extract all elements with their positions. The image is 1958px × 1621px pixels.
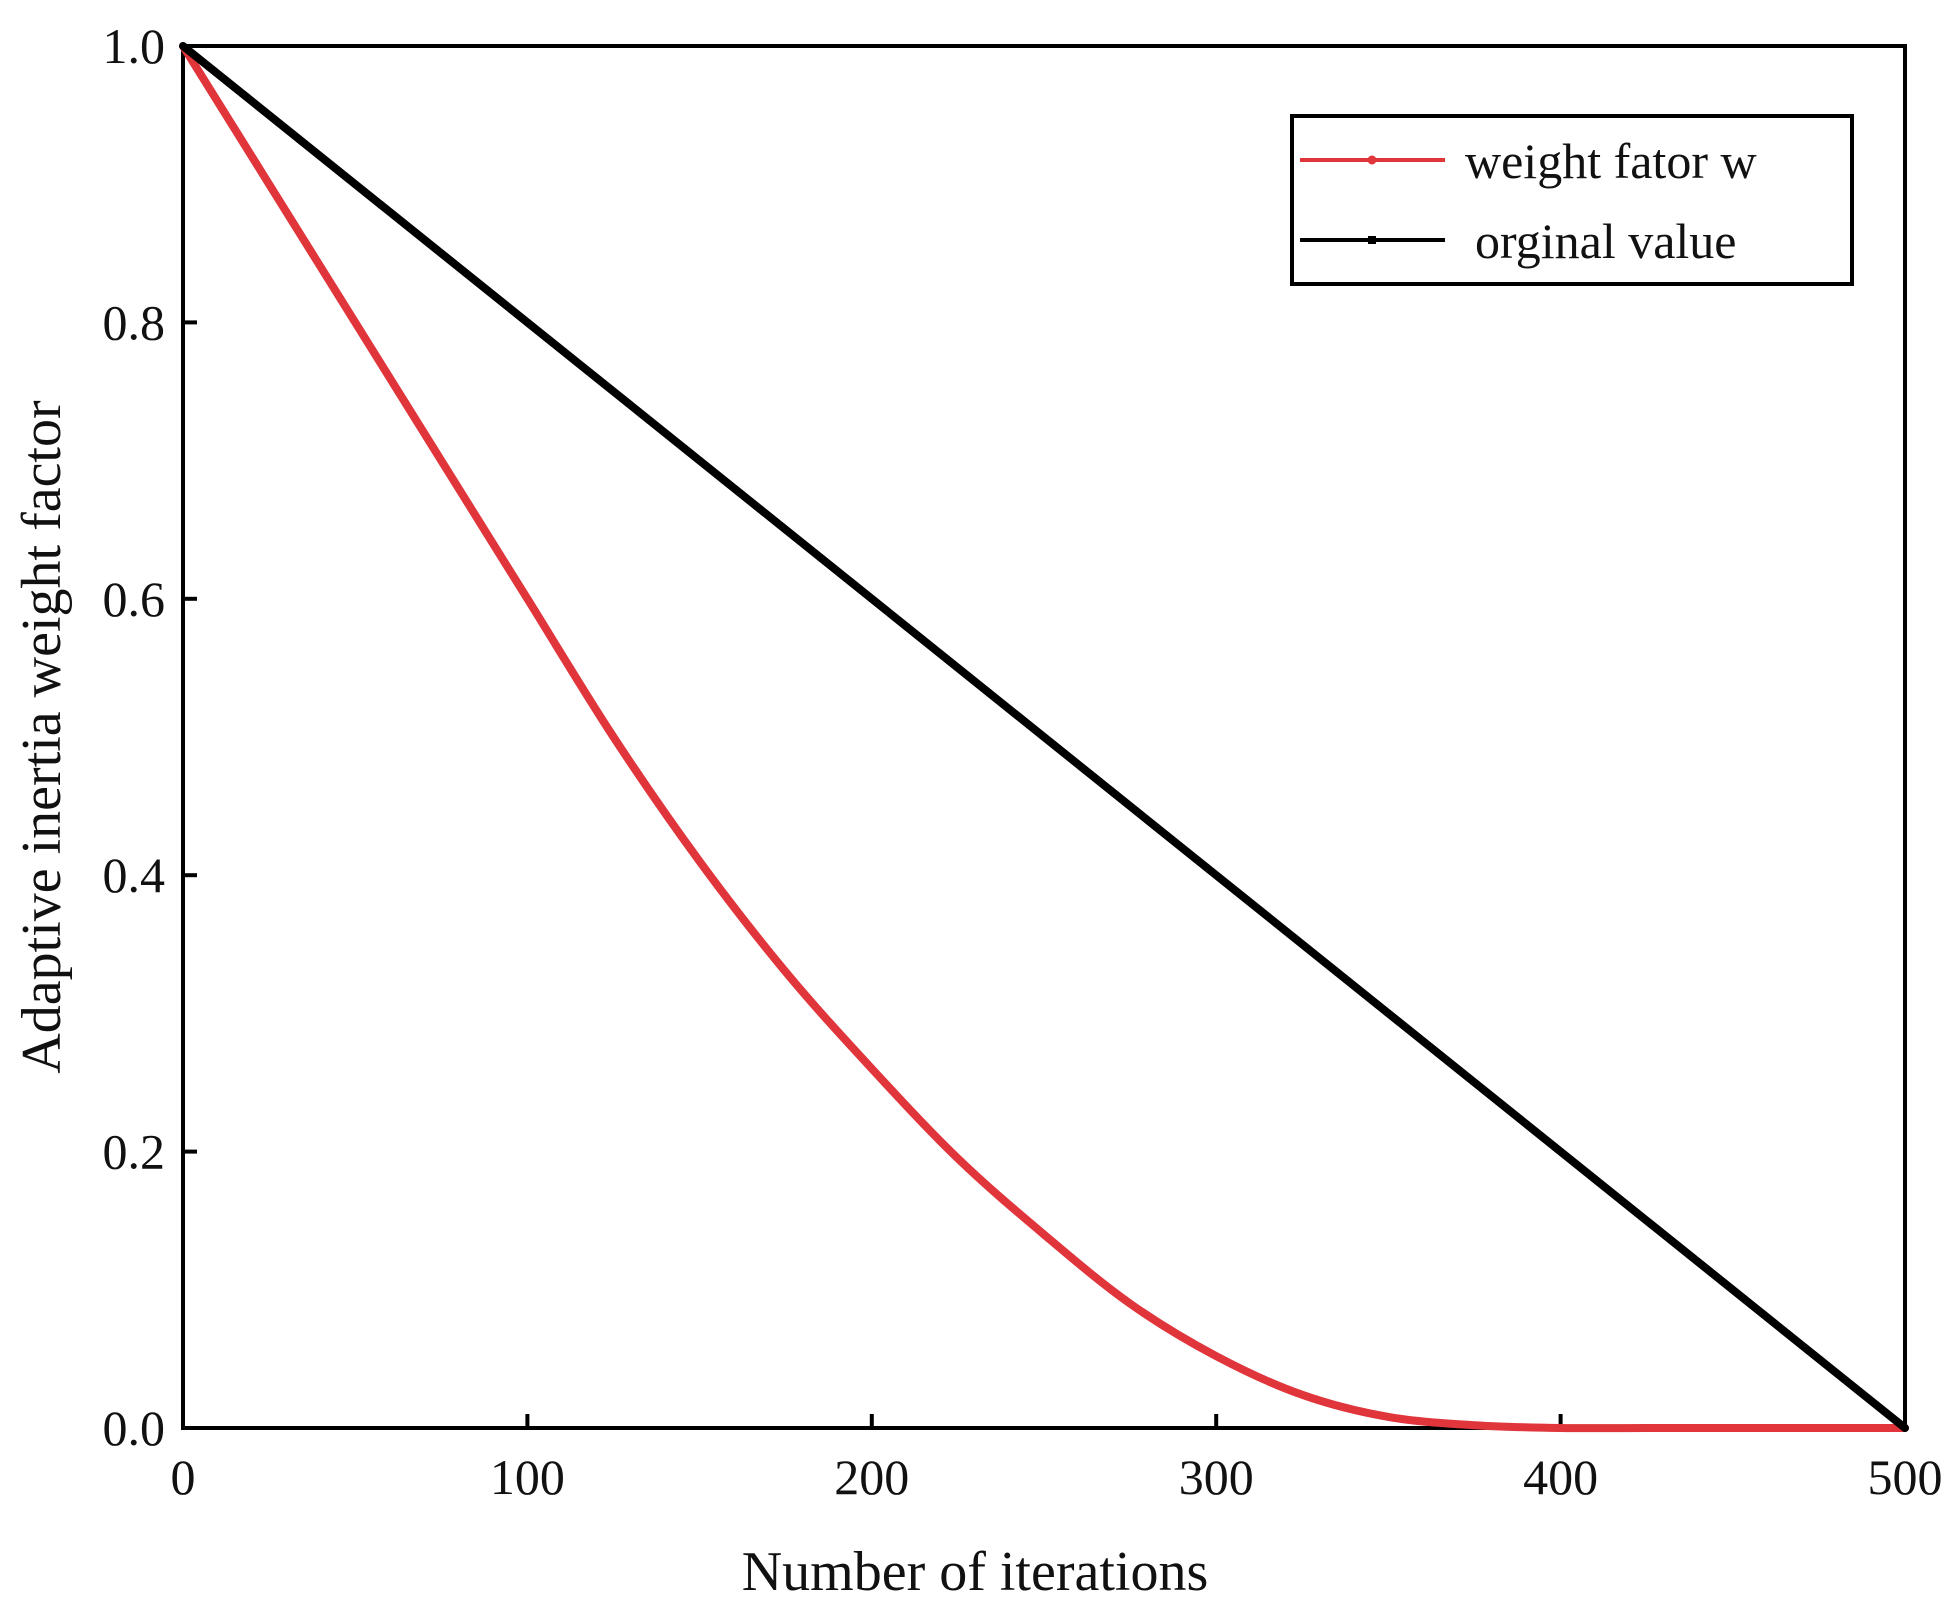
legend-label-weight-fator: weight fator w <box>1465 133 1757 189</box>
y-tick-label: 0.0 <box>103 1400 166 1456</box>
y-tick-label: 0.8 <box>103 294 166 350</box>
x-axis-ticks: 0 100 200 300 400 500 <box>171 1414 1943 1505</box>
x-tick-label: 500 <box>1868 1449 1943 1505</box>
y-axis-title: Adaptive inertia weight factor <box>11 400 73 1074</box>
series-line-orginal-value <box>179 42 1909 1432</box>
y-tick-label: 0.6 <box>103 571 166 627</box>
legend-label-orginal-value: orginal value <box>1475 213 1737 269</box>
y-tick-label: 0.2 <box>103 1124 166 1180</box>
y-tick-label: 0.4 <box>103 847 166 903</box>
legend-marker-weight-fator <box>1367 155 1377 165</box>
y-axis-ticks: 0.0 0.2 0.4 0.6 0.8 1.0 <box>103 18 197 1456</box>
x-tick-label: 200 <box>834 1449 909 1505</box>
series-layer <box>179 42 1909 1433</box>
x-tick-label: 100 <box>490 1449 565 1505</box>
legend-marker-orginal-value <box>1368 236 1376 244</box>
legend-box <box>1290 114 1854 286</box>
x-tick-label: 400 <box>1523 1449 1598 1505</box>
series-line-weight-fator <box>179 42 1909 1433</box>
x-axis-title: Number of iterations <box>742 1541 1209 1603</box>
x-tick-label: 300 <box>1179 1449 1254 1505</box>
legend: weight fator w orginal value <box>1290 114 1854 286</box>
plot-frame <box>181 44 1907 1430</box>
y-tick-label: 1.0 <box>103 18 166 74</box>
x-tick-label: 0 <box>171 1449 196 1505</box>
